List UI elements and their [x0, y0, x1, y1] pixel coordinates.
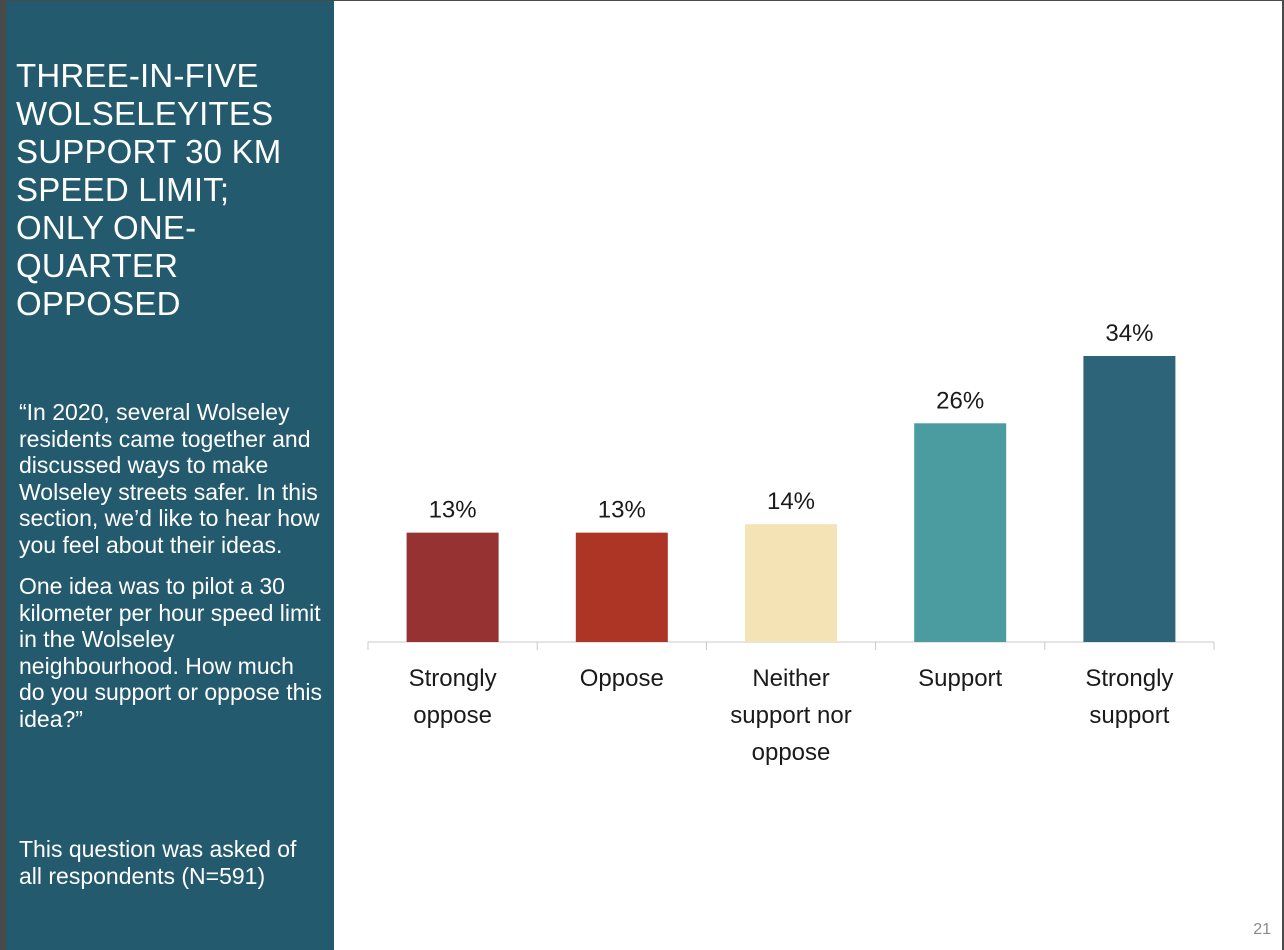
- data-label: 14%: [767, 488, 815, 515]
- bar: [575, 532, 668, 642]
- bar-chart: 13% Strongly oppose 13% Oppose 14% Neither supp…: [367, 320, 1215, 766]
- bar: [914, 423, 1007, 642]
- slide-title: THREE-IN-FIVE WOLSELEYITES SUPPORT 30 KM…: [16, 57, 282, 322]
- data-label: 34%: [1105, 320, 1153, 347]
- bar: [745, 524, 837, 642]
- category-label: Support: [918, 665, 1002, 692]
- sidebar-panel: THREE-IN-FIVE WOLSELEYITES SUPPORT 30 KM…: [6, 1, 334, 950]
- respondent-note: This question was asked of all responden…: [19, 836, 297, 889]
- category-label: Oppose: [580, 665, 664, 692]
- category-label: Neither support nor oppose: [730, 665, 851, 766]
- category-label: Strongly oppose: [409, 665, 497, 729]
- data-label: 26%: [936, 387, 984, 414]
- data-label: 13%: [429, 497, 477, 524]
- bar: [1083, 356, 1176, 642]
- survey-question: “In 2020, several Wolseley residents cam…: [19, 399, 324, 747]
- slide: THREE-IN-FIVE WOLSELEYITES SUPPORT 30 KM…: [6, 1, 1282, 950]
- survey-question-text: One idea was to pilot a 30 kilometer per…: [19, 573, 323, 732]
- chart-plot-area: 13% Strongly oppose 13% Oppose 14% Neither supp…: [367, 320, 1215, 766]
- data-label: 13%: [598, 497, 646, 524]
- bar: [406, 532, 499, 642]
- survey-question-intro: “In 2020, several Wolseley residents cam…: [19, 399, 320, 558]
- page-number: 21: [1253, 921, 1271, 938]
- category-label: Strongly support: [1085, 665, 1173, 729]
